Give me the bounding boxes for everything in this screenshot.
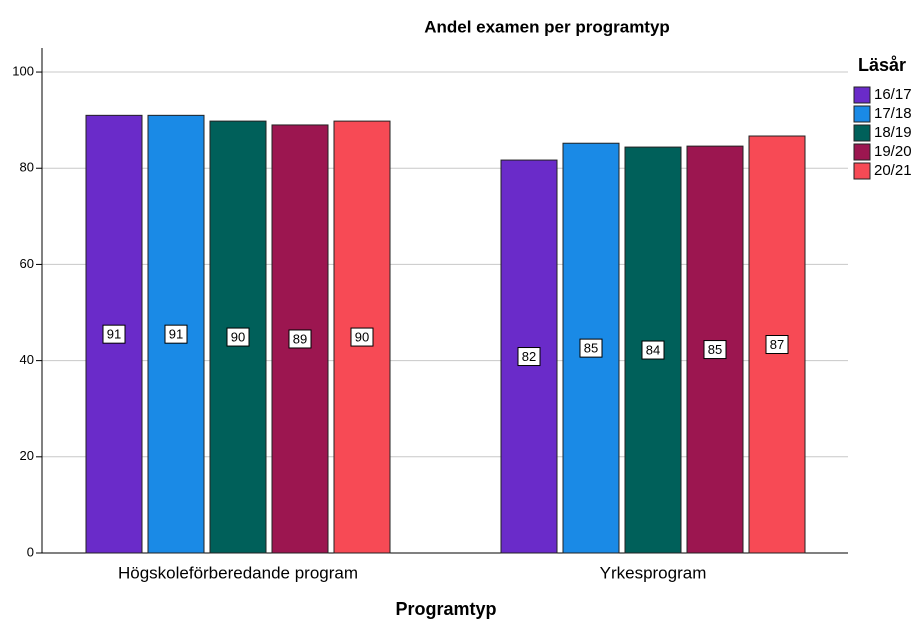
legend-title: Läsår (858, 55, 906, 75)
y-tick-label: 20 (20, 448, 34, 463)
legend-label: 20/21 (874, 162, 912, 179)
legend-label: 17/18 (874, 105, 912, 122)
legend-swatch (853, 162, 871, 180)
value-label-box (350, 327, 374, 347)
value-label-box (226, 327, 250, 347)
legend-swatch (853, 124, 871, 142)
legend-label: 18/19 (874, 124, 912, 141)
legend-swatch (853, 143, 871, 161)
chart-title: Andel examen per programtyp (424, 17, 670, 36)
x-tick-label: Högskoleförberedande program (118, 563, 358, 582)
value-label-box (164, 324, 188, 344)
legend-swatch (853, 86, 871, 104)
value-label: 82 (522, 349, 536, 364)
value-label: 85 (708, 342, 722, 357)
y-tick-label: 100 (12, 63, 34, 78)
value-label-box (288, 329, 312, 349)
value-label-box (765, 335, 789, 355)
value-label: 87 (770, 337, 784, 352)
bar (686, 145, 744, 554)
value-label-box (102, 324, 126, 344)
y-tick-label: 60 (20, 256, 34, 271)
value-label: 90 (355, 329, 369, 344)
x-tick-label: Yrkesprogram (600, 563, 707, 582)
value-label: 90 (231, 329, 245, 344)
value-label-box (703, 340, 727, 360)
value-label: 89 (293, 331, 307, 346)
y-tick-label: 0 (27, 544, 34, 559)
value-label: 85 (584, 341, 598, 356)
value-label: 91 (107, 327, 121, 342)
legend-swatch (853, 105, 871, 123)
value-label-box (579, 338, 603, 358)
value-label: 91 (169, 327, 183, 342)
value-label-box (641, 340, 665, 360)
value-label: 84 (646, 342, 660, 357)
legend-label: 19/20 (874, 143, 912, 160)
y-tick-label: 80 (20, 160, 34, 175)
x-axis-title: Programtyp (395, 599, 496, 619)
y-tick-label: 40 (20, 352, 34, 367)
value-label-box (517, 347, 541, 367)
legend-label: 16/17 (874, 86, 912, 103)
